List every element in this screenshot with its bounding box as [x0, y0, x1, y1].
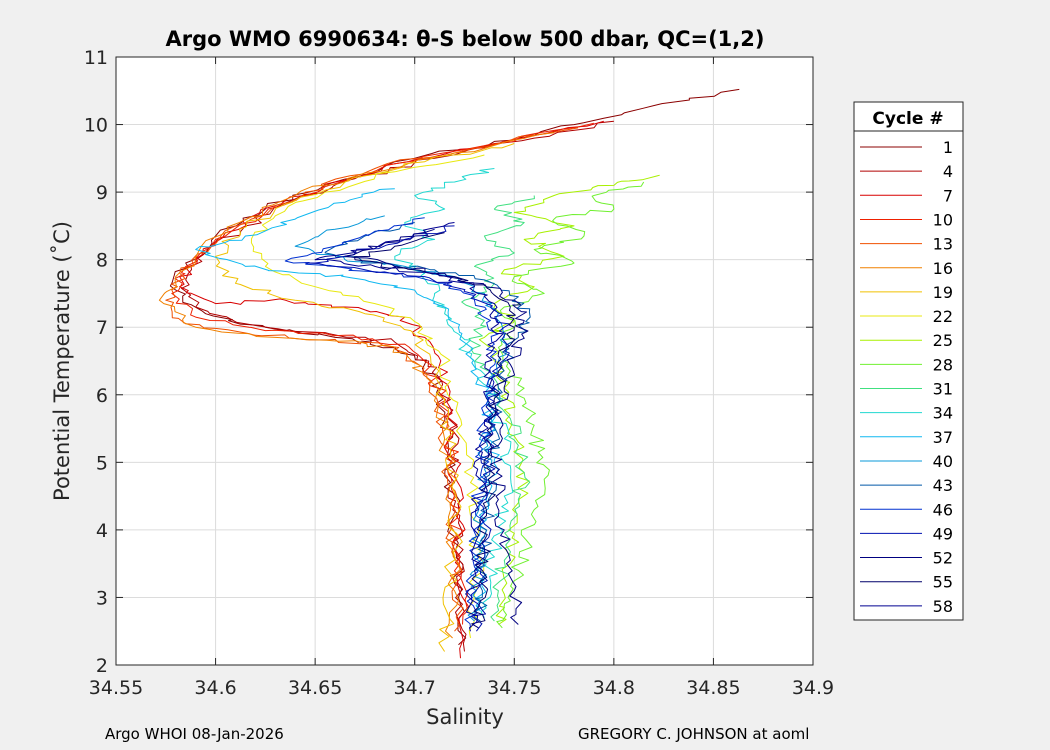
legend-label-34: 34	[933, 404, 953, 423]
legend-label-31: 31	[933, 380, 953, 399]
legend-label-13: 13	[933, 235, 953, 254]
x-tick-label: 34.9	[792, 677, 834, 699]
y-tick-label: 7	[96, 317, 108, 339]
x-tick-label: 34.65	[288, 677, 342, 699]
x-tick-label: 34.75	[487, 677, 541, 699]
x-axis-ticks: 34.55 34.6 34.65 34.7 34.75 34.8 34.85 34.9	[89, 57, 834, 699]
series-line-cycle-25	[478, 174, 660, 625]
x-tick-label: 34.6	[194, 677, 236, 699]
y-tick-label: 3	[96, 587, 108, 609]
series-line-cycle-10	[171, 122, 595, 625]
y-tick-label: 6	[96, 385, 108, 407]
legend-label-28: 28	[933, 355, 953, 374]
legend-label-55: 55	[933, 573, 953, 592]
series-line-cycle-43	[324, 222, 531, 622]
x-tick-label: 34.55	[89, 677, 143, 699]
legend-label-4: 4	[943, 162, 953, 181]
y-axis-ticks: 2 3 4 5 6 7 8 9 10 11	[84, 47, 813, 677]
legend-label-43: 43	[933, 476, 953, 495]
series-line-cycle-34	[394, 168, 514, 618]
series-lines	[158, 88, 740, 659]
y-tick-label: 10	[84, 115, 108, 137]
x-tick-label: 34.7	[394, 677, 436, 699]
y-axis-label: Potential Temperature (˚C)	[50, 221, 74, 501]
legend-label-19: 19	[933, 283, 953, 302]
series-line-cycle-52	[344, 228, 529, 625]
legend-label-58: 58	[933, 597, 953, 616]
legend-items: 1 4 7 10 13 16 19 22 25 28 31 34 37 40 43 46 49 52 55 58	[860, 138, 953, 616]
series-line-cycle-4	[181, 120, 614, 652]
legend-label-1: 1	[943, 138, 953, 157]
series-line-cycle-16	[158, 132, 555, 639]
legend-label-52: 52	[933, 549, 953, 568]
y-tick-label: 9	[96, 182, 108, 204]
legend-label-37: 37	[933, 428, 953, 447]
series-line-cycle-40	[294, 215, 507, 622]
series-line-cycle-19	[215, 143, 515, 652]
plot-frame	[115, 56, 814, 666]
x-tick-label: 34.85	[686, 677, 740, 699]
y-tick-label: 5	[96, 452, 108, 474]
legend-label-46: 46	[933, 500, 953, 519]
legend-label-25: 25	[933, 331, 953, 350]
y-tick-label: 8	[96, 250, 108, 272]
chart-title: Argo WMO 6990634: θ-S below 500 dbar, QC…	[166, 27, 765, 51]
series-line-cycle-55	[354, 232, 516, 629]
series-line-cycle-58	[314, 222, 504, 632]
legend-label-7: 7	[943, 186, 953, 205]
series-line-cycle-37	[195, 188, 500, 612]
x-tick-label: 34.8	[593, 677, 635, 699]
legend-label-10: 10	[933, 210, 953, 229]
y-tick-label: 4	[96, 520, 108, 542]
footer-right: GREGORY C. JOHNSON at aoml	[578, 725, 810, 743]
legend-label-16: 16	[933, 259, 953, 278]
legend-title: Cycle #	[872, 109, 943, 129]
x-axis-label: Salinity	[426, 705, 504, 729]
legend-label-40: 40	[933, 452, 953, 471]
series-line-cycle-46	[284, 217, 499, 628]
series-line-cycle-49	[304, 225, 511, 632]
plot-area	[116, 57, 813, 665]
legend: Cycle # 1 4 7 10 13 16 19 22 25 28 31 34 37 40 43 46 49 5…	[853, 101, 964, 621]
series-line-cycle-31	[461, 195, 535, 622]
y-tick-label: 11	[84, 47, 108, 69]
legend-label-49: 49	[933, 524, 953, 543]
legend-label-22: 22	[933, 307, 953, 326]
y-tick-label: 2	[96, 655, 108, 677]
footer-left: Argo WHOI 08-Jan-2026	[105, 725, 284, 743]
